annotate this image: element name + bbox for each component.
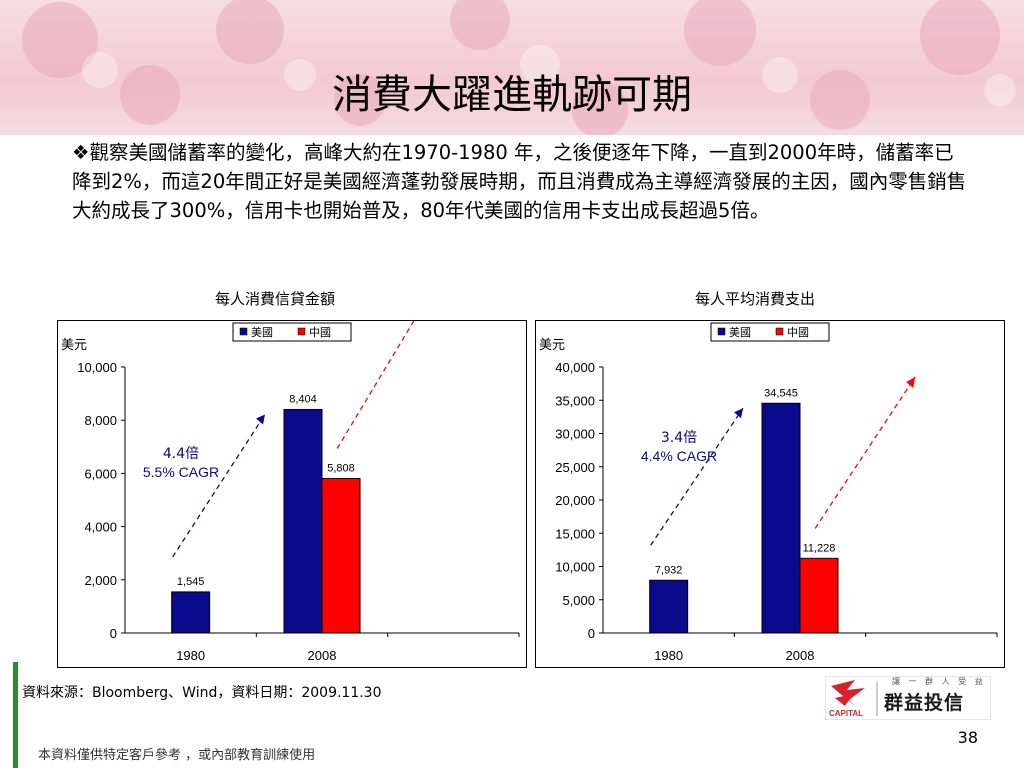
bar — [649, 579, 689, 634]
bullet-paragraph: ❖觀察美國儲蓄率的變化，高峰大約在1970-1980 年，之後便逐年下降，一直到… — [72, 138, 972, 225]
bar — [799, 557, 839, 634]
source-note: 資料來源：Bloomberg、Wind，資料日期：2009.11.30 — [22, 685, 382, 701]
data-label: 7,932 — [655, 564, 683, 576]
y-tick-label: 25,000 — [555, 460, 595, 475]
y-tick-label: 10,000 — [77, 360, 117, 375]
x-tick-label: 2008 — [786, 648, 815, 663]
legend-label: 美國 — [251, 326, 273, 339]
y-tick-label: 10,000 — [555, 560, 595, 575]
y-tick-label: 35,000 — [555, 393, 595, 408]
chart-title-credit: 每人消費信貸金額 — [215, 290, 336, 308]
x-tick-label: 1980 — [176, 648, 205, 663]
y-tick-label: 30,000 — [555, 427, 595, 442]
svg-text:CAPITAL: CAPITAL — [829, 709, 863, 718]
logo-name: 群益投信 — [884, 692, 965, 714]
cagr-label: 4.4% CAGR — [641, 448, 717, 464]
growth-multiple-label: 3.4倍 — [661, 430, 697, 446]
legend-label: 中國 — [787, 326, 809, 339]
bullet-icon: ❖ — [72, 141, 90, 164]
data-label: 5,808 — [327, 463, 355, 475]
growth-multiple-label: 4.4倍 — [163, 446, 199, 462]
legend-label: 美國 — [729, 326, 751, 339]
data-label: 8,404 — [289, 393, 317, 405]
x-tick-label: 2008 — [308, 648, 337, 663]
y-tick-label: 20,000 — [555, 493, 595, 508]
accent-bar — [13, 662, 18, 768]
y-tick-label: 15,000 — [555, 526, 595, 541]
chart-title-spending: 每人平均消費支出 — [695, 290, 816, 308]
bar — [761, 402, 801, 634]
us-arrow-head — [734, 408, 743, 419]
bar — [321, 478, 361, 634]
data-label: 11,228 — [803, 542, 836, 554]
china-arrow-head — [906, 377, 916, 388]
floral-pattern — [22, 0, 1016, 135]
logo-slogan: 讓 一 群 人 受 益 — [892, 677, 986, 686]
bar — [283, 408, 323, 634]
y-tick-label: 40,000 — [555, 360, 595, 375]
data-label: 1,545 — [177, 576, 205, 588]
page-number: 38 — [957, 728, 978, 747]
cagr-label: 5.5% CAGR — [143, 464, 219, 480]
legend-label: 中國 — [309, 326, 331, 339]
chart-spending-per-capita: 美元 0 5,000 10,000 15,000 20,000 25,000 30,000 35… — [535, 320, 1005, 668]
china-growth-arrow — [814, 376, 916, 529]
legend-box — [232, 322, 352, 342]
x-tick-label: 1980 — [654, 648, 683, 663]
y-tick-label: 0 — [110, 626, 117, 641]
legend-swatch — [239, 327, 248, 336]
us-arrow-head — [256, 414, 265, 425]
y-tick-label: 4,000 — [84, 520, 117, 535]
y-tick-label: 5,000 — [562, 593, 595, 608]
bullet-text: 觀察美國儲蓄率的變化，高峰大約在1970-1980 年，之後便逐年下降，一直到2… — [72, 141, 967, 222]
y-tick-label: 8,000 — [84, 413, 117, 428]
y-axis-unit: 美元 — [539, 338, 565, 353]
us-growth-arrow — [172, 414, 266, 558]
legend-swatch — [775, 327, 784, 336]
footer-note: 本資料僅供特定客戶參考 ，或內部教育訓練使用 — [38, 748, 316, 763]
bar — [171, 591, 211, 634]
y-tick-label: 6,000 — [84, 466, 117, 481]
data-label: 34,545 — [764, 387, 798, 399]
us-growth-arrow — [650, 407, 744, 546]
y-tick-label: 2,000 — [84, 573, 117, 588]
legend-box — [710, 322, 830, 342]
legend-swatch — [717, 327, 726, 336]
company-logo: CAPITAL — [824, 675, 992, 721]
y-axis-unit: 美元 — [61, 338, 87, 353]
header-banner — [0, 0, 1024, 135]
chart-credit-per-capita: 美元 0 2,000 4,000 6,000 8,000 10,000 1980 1,545 20… — [57, 320, 527, 668]
y-tick-label: 0 — [588, 626, 595, 641]
page-title: 消費大躍進軌跡可期 — [332, 72, 692, 118]
legend-swatch — [297, 327, 306, 336]
